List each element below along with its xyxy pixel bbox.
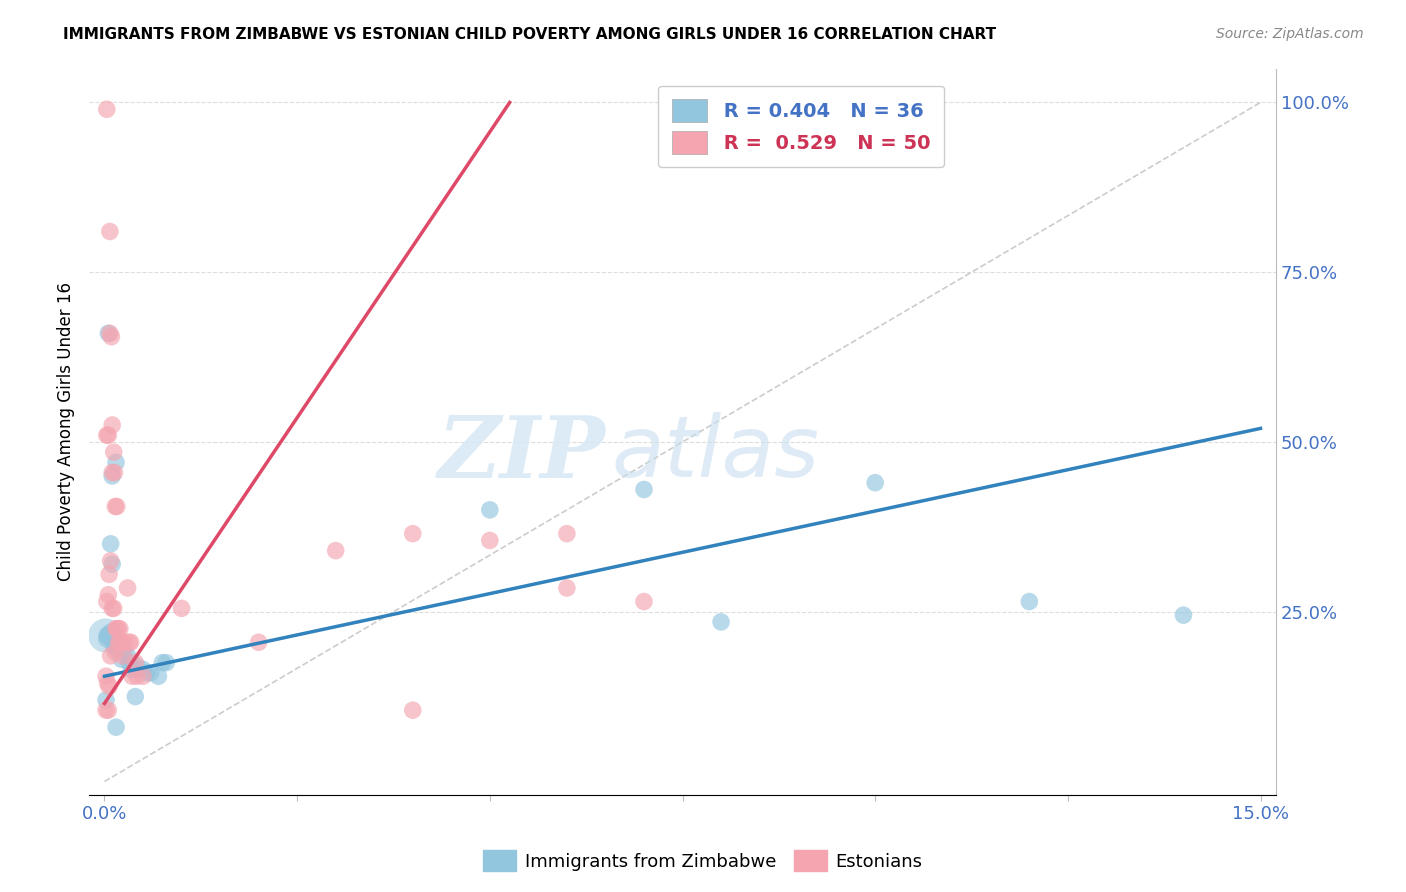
Point xyxy=(478,533,501,548)
Y-axis label: Child Poverty Among Girls Under 16: Child Poverty Among Girls Under 16 xyxy=(58,282,75,582)
Point xyxy=(155,656,177,670)
Point xyxy=(125,669,148,683)
Point xyxy=(96,102,118,116)
Point xyxy=(325,543,347,558)
Point xyxy=(105,622,128,636)
Point xyxy=(124,656,146,670)
Point xyxy=(125,659,148,673)
Point xyxy=(96,632,118,646)
Point xyxy=(101,601,124,615)
Point xyxy=(97,326,120,341)
Point xyxy=(110,635,132,649)
Point xyxy=(402,703,425,717)
Point xyxy=(97,588,120,602)
Text: atlas: atlas xyxy=(612,412,820,495)
Point xyxy=(97,428,120,442)
Point xyxy=(100,554,122,568)
Point xyxy=(97,703,120,717)
Point xyxy=(108,635,131,649)
Point xyxy=(104,500,127,514)
Point xyxy=(98,567,121,582)
Point xyxy=(100,648,122,663)
Point xyxy=(110,652,132,666)
Point xyxy=(103,601,125,615)
Point xyxy=(105,622,128,636)
Point xyxy=(96,594,118,608)
Point xyxy=(97,628,120,642)
Point xyxy=(120,635,142,649)
Point xyxy=(105,642,128,657)
Point xyxy=(94,669,117,683)
Point xyxy=(132,663,155,677)
Point xyxy=(148,669,170,683)
Point xyxy=(105,720,128,734)
Point xyxy=(117,648,139,663)
Point xyxy=(633,594,655,608)
Point xyxy=(112,645,135,659)
Point xyxy=(114,635,136,649)
Point xyxy=(478,503,501,517)
Point xyxy=(100,329,122,343)
Point xyxy=(105,500,128,514)
Point xyxy=(555,526,578,541)
Point xyxy=(111,648,134,663)
Point xyxy=(710,615,733,629)
Point xyxy=(118,656,141,670)
Point xyxy=(98,628,121,642)
Point xyxy=(101,466,124,480)
Point xyxy=(103,445,125,459)
Point xyxy=(98,225,121,239)
Text: ZIP: ZIP xyxy=(437,412,606,495)
Legend:  R = 0.404   N = 36,  R =  0.529   N = 50: R = 0.404 N = 36, R = 0.529 N = 50 xyxy=(658,86,943,168)
Point xyxy=(118,635,141,649)
Point xyxy=(94,703,117,717)
Point xyxy=(120,663,142,677)
Text: IMMIGRANTS FROM ZIMBABWE VS ESTONIAN CHILD POVERTY AMONG GIRLS UNDER 16 CORRELAT: IMMIGRANTS FROM ZIMBABWE VS ESTONIAN CHI… xyxy=(63,27,997,42)
Point xyxy=(97,676,120,690)
Point xyxy=(124,663,146,677)
Point xyxy=(555,581,578,595)
Point xyxy=(135,665,157,680)
Point xyxy=(105,455,128,469)
Legend: Immigrants from Zimbabwe, Estonians: Immigrants from Zimbabwe, Estonians xyxy=(477,843,929,879)
Point xyxy=(94,628,117,642)
Point xyxy=(101,469,124,483)
Point xyxy=(139,665,162,680)
Point xyxy=(98,326,121,341)
Point xyxy=(132,669,155,683)
Point xyxy=(863,475,886,490)
Point xyxy=(633,483,655,497)
Point xyxy=(107,622,129,636)
Point xyxy=(104,645,127,659)
Point xyxy=(1018,594,1040,608)
Point xyxy=(108,622,131,636)
Point xyxy=(247,635,270,649)
Point xyxy=(96,428,118,442)
Text: Source: ZipAtlas.com: Source: ZipAtlas.com xyxy=(1216,27,1364,41)
Point xyxy=(101,628,124,642)
Point xyxy=(108,639,131,653)
Point xyxy=(117,581,139,595)
Point xyxy=(103,639,125,653)
Point xyxy=(150,656,173,670)
Point xyxy=(100,625,122,640)
Point xyxy=(98,680,121,694)
Point xyxy=(1173,608,1195,623)
Point xyxy=(103,466,125,480)
Point xyxy=(100,537,122,551)
Point xyxy=(402,526,425,541)
Point xyxy=(94,693,117,707)
Point xyxy=(121,669,143,683)
Point xyxy=(96,628,118,642)
Point xyxy=(107,635,129,649)
Point xyxy=(101,558,124,572)
Point xyxy=(124,690,146,704)
Point xyxy=(101,417,124,432)
Point xyxy=(170,601,193,615)
